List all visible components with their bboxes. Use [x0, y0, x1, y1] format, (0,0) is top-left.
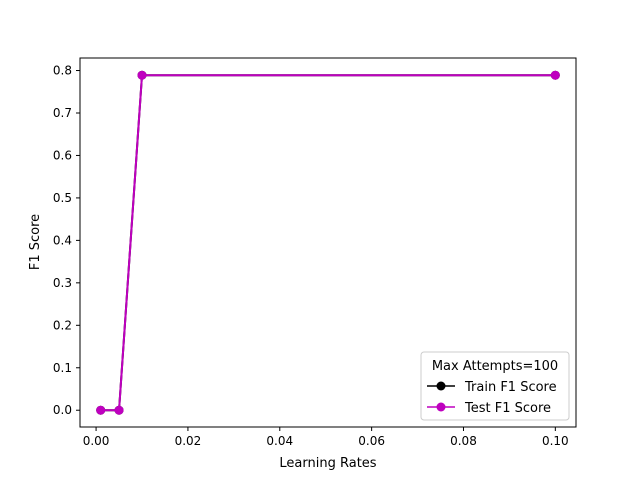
legend-label-test: Test F1 Score — [464, 401, 551, 416]
y-tick-label: 0.2 — [53, 318, 72, 332]
y-tick-label: 0.5 — [53, 191, 72, 205]
x-tick-label: 0.04 — [266, 434, 293, 448]
y-tick-label: 0.3 — [53, 276, 72, 290]
x-tick-label: 0.06 — [358, 434, 385, 448]
legend: Max Attempts=100 Train F1 Score Test F1 … — [420, 351, 570, 421]
data-point-test — [114, 405, 124, 415]
y-tick-label: 0.1 — [53, 361, 72, 375]
x-tick-label: 0.10 — [542, 434, 569, 448]
axes-frame — [79, 57, 577, 428]
legend-box — [420, 351, 570, 421]
y-tick-label: 0.8 — [53, 64, 72, 78]
x-tick-label: 0.08 — [450, 434, 477, 448]
x-axis-ticks: 0.00 0.02 0.04 0.06 0.08 0.10 — [83, 427, 569, 448]
plot-content — [96, 70, 560, 415]
legend-marker-train — [436, 381, 446, 391]
data-point-test — [137, 70, 147, 80]
x-tick-label: 0.00 — [83, 434, 110, 448]
series-line-test — [100, 74, 556, 412]
y-tick-label: 0.6 — [53, 148, 72, 162]
x-tick-label: 0.02 — [175, 434, 202, 448]
y-tick-label: 0.4 — [53, 233, 72, 247]
legend-title: Max Attempts=100 — [432, 359, 558, 374]
data-point-test — [550, 70, 560, 80]
legend-label-train: Train F1 Score — [464, 380, 557, 395]
legend-marker-test — [436, 402, 446, 412]
x-axis-label: Learning Rates — [279, 456, 376, 471]
data-point-test — [96, 405, 106, 415]
y-axis-label: F1 Score — [28, 214, 43, 270]
y-axis-ticks: 0.0 0.1 0.2 0.3 0.4 0.5 0.6 0.7 0.8 — [53, 64, 80, 417]
y-tick-label: 0.0 — [53, 403, 72, 417]
y-tick-label: 0.7 — [53, 106, 72, 120]
